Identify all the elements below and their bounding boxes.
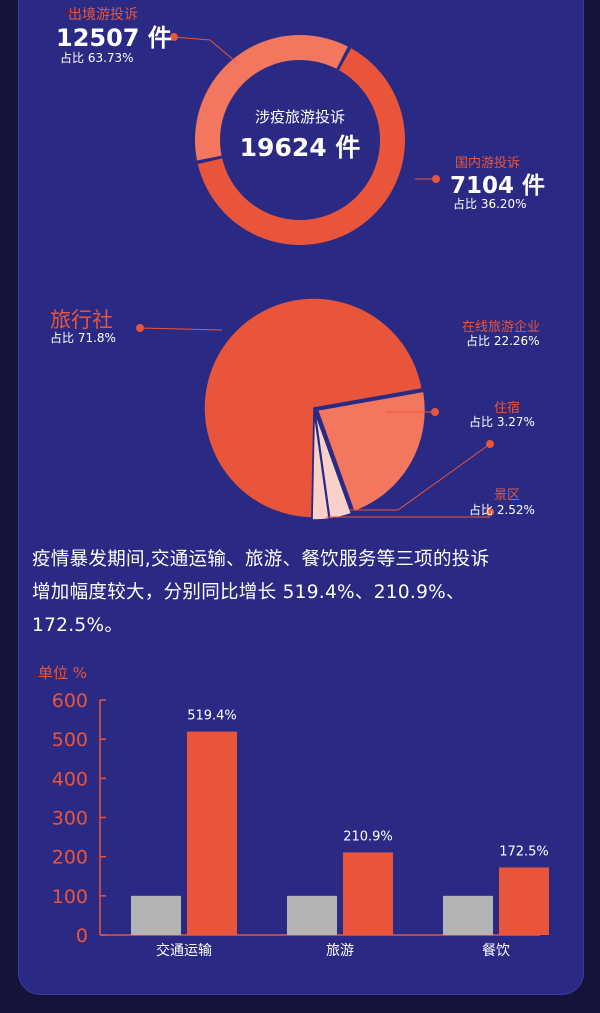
leader-lines [136, 33, 494, 518]
summary-line-2: 增加幅度较大，分别同比增长 519.4%、210.9%、 [32, 582, 465, 603]
bar-baseline-1 [131, 895, 181, 935]
outbound-label: 出境游投诉 [68, 7, 138, 23]
y-tick-label: 100 [52, 886, 88, 908]
y-tick-label: 200 [52, 847, 88, 869]
scenic-share: 占比 2.52% [469, 503, 535, 517]
leader-line-outbound-2 [209, 39, 237, 63]
donut-chart [195, 34, 405, 246]
bar-data-label: 172.5% [499, 844, 549, 859]
outbound-value: 12507 件 [56, 24, 172, 52]
bar-growth-1 [187, 731, 237, 935]
donut-center-title: 涉疫旅游投诉 [254, 108, 345, 126]
pie-slice-scenic [311, 411, 331, 521]
leader-line-outbound [173, 36, 211, 41]
scenic-label: 景区 [494, 488, 521, 503]
y-tick-label: 300 [52, 808, 88, 830]
agency-share: 占比 71.8% [50, 331, 116, 345]
outbound-share: 占比 63.73% [60, 51, 134, 65]
y-tick-label: 600 [52, 690, 88, 712]
y-tick-label: 0 [76, 925, 88, 947]
donut-center-value: 19624 件 [239, 133, 361, 162]
bar-chart: 单位 % 0 100 200 300 400 500 600 519.4% 交通运输 210.9% 旅… [38, 664, 549, 959]
leader-dot-scenic [486, 508, 494, 516]
pie-chart [203, 297, 427, 521]
bar-data-label: 519.4% [187, 709, 237, 724]
domestic-value: 7104 件 [450, 173, 546, 199]
summary-line-3: 172.5%。 [32, 615, 124, 636]
agency-label: 旅行社 [50, 308, 113, 332]
leader-line-lodging-2 [397, 443, 491, 511]
x-tick-label: 旅游 [326, 943, 354, 959]
x-tick-label: 交通运输 [156, 942, 212, 959]
leader-line-agency [139, 327, 223, 331]
pie-slice-online [316, 390, 427, 513]
summary-line-1: 疫情暴发期间,交通运输、旅游、餐饮服务等三项的投诉 [32, 549, 490, 570]
lodging-label: 住宿 [494, 401, 521, 416]
bar-growth-3 [499, 867, 549, 935]
bar-data-label: 210.9% [343, 829, 393, 844]
bar-baseline-2 [287, 895, 337, 935]
bar-baseline-3 [443, 895, 493, 935]
y-tick-label: 400 [52, 768, 88, 790]
online-share: 占比 22.26% [466, 334, 540, 348]
pie-slice-agency [203, 297, 424, 519]
y-tick-label: 500 [52, 729, 88, 751]
domestic-label: 国内游投诉 [455, 156, 521, 171]
lodging-share: 占比 3.27% [469, 415, 535, 429]
y-axis-unit: 单位 % [38, 664, 87, 682]
donut-segment-domestic [195, 34, 348, 161]
domestic-share: 占比 36.20% [453, 197, 527, 211]
x-tick-label: 餐饮 [482, 943, 510, 959]
online-label: 在线旅游企业 [462, 320, 541, 335]
bar-growth-2 [343, 852, 393, 935]
